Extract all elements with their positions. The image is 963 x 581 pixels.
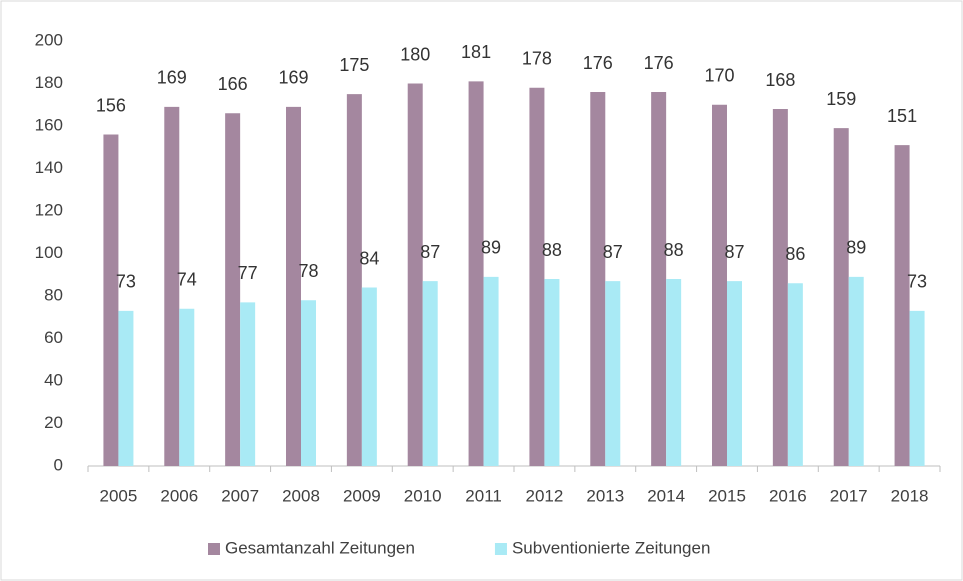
y-tick-label: 160 [35,115,63,134]
data-label: 78 [298,261,318,281]
data-label: 88 [542,240,562,260]
legend-label: Gesamtanzahl Zeitungen [225,538,415,557]
data-label: 89 [846,238,866,258]
data-label: 77 [238,263,258,283]
data-label: 159 [826,89,856,109]
data-label: 175 [339,55,369,75]
data-label: 86 [785,244,805,264]
y-tick-label: 20 [44,413,63,432]
y-tick-label: 60 [44,328,63,347]
data-label: 151 [887,106,917,126]
bar [651,92,667,466]
data-label: 87 [420,242,440,262]
data-label: 170 [704,66,734,86]
x-tick-label: 2015 [708,486,746,505]
data-label: 88 [664,240,684,260]
data-label: 166 [218,74,248,94]
legend-label: Subventionierte Zeitungen [512,538,710,557]
bar [407,83,423,466]
bar [422,281,438,466]
y-tick-label: 40 [44,370,63,389]
bar [605,281,621,466]
data-label: 169 [278,68,308,88]
data-label: 176 [583,53,613,73]
bar [225,113,241,466]
y-tick-label: 80 [44,285,63,304]
bar [529,87,545,466]
data-label: 180 [400,44,430,64]
bar [103,134,119,466]
bar [727,281,742,466]
data-label: 181 [461,42,491,62]
data-label: 176 [644,53,674,73]
data-label: 73 [907,272,927,292]
x-tick-label: 2011 [465,486,502,505]
data-label: 168 [765,70,795,90]
bar [909,310,925,466]
data-label: 73 [116,272,136,292]
x-tick-label: 2010 [404,486,442,505]
legend-swatch [208,543,220,555]
bar [483,276,499,466]
bar [301,300,316,466]
data-label: 87 [603,242,623,262]
bar [666,279,682,466]
bar [848,276,864,466]
y-tick-label: 180 [35,73,63,92]
x-tick-label: 2007 [221,486,259,505]
data-label: 84 [359,248,379,268]
legend-swatch [494,543,507,555]
bar [240,302,256,466]
x-tick-label: 2009 [343,486,381,505]
bar [590,92,606,466]
x-tick-label: 2008 [282,486,320,505]
bar [544,279,560,466]
y-tick-label: 140 [35,158,63,177]
bar [894,145,910,466]
bar [787,283,803,466]
data-label: 89 [481,238,501,258]
bar [712,104,727,466]
data-label: 156 [96,95,126,115]
x-tick-label: 2013 [586,486,624,505]
x-tick-label: 2016 [769,486,807,505]
x-tick-label: 2018 [891,486,929,505]
bar [468,81,484,466]
data-label: 87 [724,242,744,262]
data-label: 178 [522,49,552,69]
y-tick-label: 120 [35,200,63,219]
bar [179,308,195,466]
bar [833,128,849,466]
x-tick-label: 2014 [647,486,685,505]
x-tick-label: 2012 [526,486,564,505]
data-label: 74 [177,270,197,290]
bar [346,94,362,466]
x-tick-label: 2005 [100,486,138,505]
x-tick-label: 2017 [830,486,868,505]
bar [286,106,301,466]
y-tick-label: 0 [54,455,63,474]
y-tick-label: 200 [35,30,63,49]
bar [164,106,180,466]
data-label: 169 [157,68,187,88]
bar [361,287,377,466]
bar [118,310,134,466]
bar [772,109,788,466]
y-tick-label: 100 [35,243,63,262]
x-tick-label: 2006 [160,486,198,505]
